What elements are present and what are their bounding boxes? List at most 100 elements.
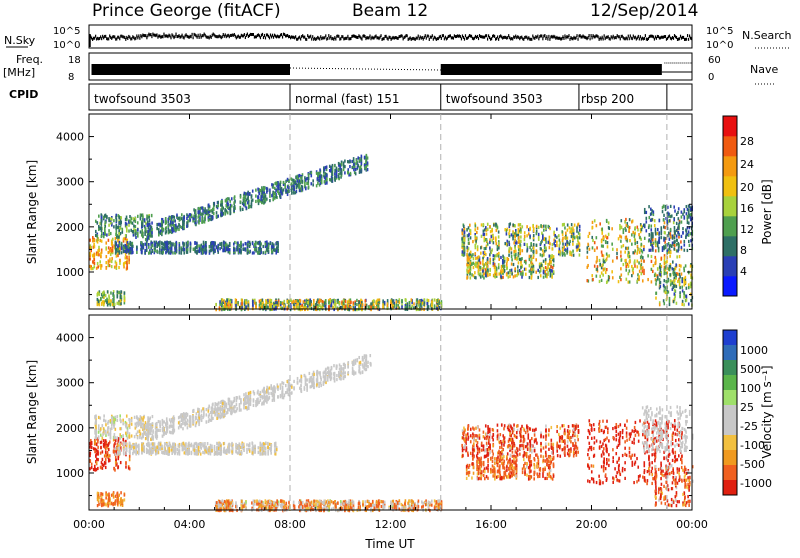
data-cell (543, 270, 545, 273)
data-cell (213, 212, 215, 215)
data-cell (195, 219, 197, 222)
data-cell (108, 224, 110, 227)
data-cell (358, 304, 360, 307)
data-cell (382, 303, 384, 306)
data-cell (195, 250, 197, 253)
data-cell (471, 263, 473, 266)
data-cell (468, 269, 470, 272)
data-cell (172, 230, 174, 233)
noise-sample (494, 35, 495, 38)
noise-sample (151, 35, 152, 38)
data-cell (187, 248, 189, 251)
noise-sample (537, 35, 538, 38)
data-cell (489, 253, 491, 256)
data-cell (512, 235, 514, 238)
beam-title: Beam 12 (352, 1, 428, 21)
data-cell (110, 291, 112, 294)
data-cell (559, 241, 561, 244)
data-cell (162, 243, 164, 246)
data-cell (533, 234, 535, 237)
data-cell (349, 165, 351, 168)
data-cell (373, 299, 375, 302)
data-cell (634, 242, 636, 245)
data-cell (245, 202, 247, 205)
data-cell (608, 233, 610, 236)
data-cell (513, 250, 515, 253)
data-cell (594, 219, 596, 222)
data-cell (407, 302, 409, 305)
data-cell (359, 166, 361, 169)
data-cell (375, 300, 377, 303)
data-cell (483, 272, 485, 275)
data-cell (319, 177, 321, 180)
noise-sample (312, 35, 313, 38)
data-cell (681, 272, 683, 275)
data-cell (197, 250, 199, 253)
data-cell (509, 275, 511, 278)
data-cell (669, 273, 671, 276)
data-cell (497, 248, 499, 251)
data-cell (249, 193, 251, 196)
data-cell (105, 246, 107, 249)
data-cell (605, 235, 607, 238)
data-cell (156, 243, 158, 246)
data-cell (183, 216, 185, 219)
data-cell (101, 251, 103, 254)
data-cell (135, 229, 137, 232)
data-cell (486, 233, 488, 236)
data-cell (413, 302, 415, 305)
data-cell (589, 248, 591, 251)
data-cell (339, 164, 341, 167)
data-cell (558, 234, 560, 237)
data-cell (463, 238, 465, 241)
data-cell (92, 254, 94, 257)
data-cell (487, 228, 489, 231)
data-cell (98, 291, 100, 294)
data-cell (279, 195, 281, 198)
data-cell (269, 191, 271, 194)
data-cell (641, 228, 643, 231)
data-cell (666, 260, 668, 263)
data-cell (416, 298, 418, 301)
data-cell (147, 223, 149, 226)
data-cell (620, 251, 622, 254)
data-cell (248, 206, 250, 209)
date-title: 12/Sep/2014 (590, 1, 698, 21)
data-cell (99, 264, 101, 267)
data-cell (229, 251, 231, 254)
data-cell (554, 244, 556, 247)
data-cell (642, 279, 644, 282)
noise-sample (686, 38, 687, 41)
noise-right-tick-bottom: 10^0 (706, 40, 733, 51)
data-cell (115, 227, 117, 230)
data-cell (399, 298, 401, 301)
data-cell (651, 255, 653, 258)
data-cell (651, 260, 653, 263)
data-cell (305, 187, 307, 190)
noise-sample (604, 34, 605, 37)
data-cell (520, 235, 522, 238)
data-cell (654, 224, 656, 227)
noise-sample (119, 37, 120, 40)
data-cell (124, 297, 126, 300)
data-cell (257, 195, 259, 198)
data-cell (620, 240, 622, 243)
data-cell (287, 178, 289, 181)
data-cell (329, 169, 331, 172)
data-cell (255, 200, 257, 203)
data-cell (643, 245, 645, 248)
data-cell (538, 238, 540, 241)
data-cell (605, 259, 607, 262)
data-cell (111, 249, 113, 252)
data-cell (202, 212, 204, 215)
data-cell (333, 300, 335, 303)
data-cell (485, 263, 487, 266)
data-cell (562, 223, 564, 226)
data-cell (368, 305, 370, 308)
noise-sample (486, 34, 487, 37)
data-cell (243, 203, 245, 206)
freq-sparse-trace (290, 68, 441, 70)
data-cell (473, 257, 475, 260)
data-cell (304, 303, 306, 306)
data-cell (217, 249, 219, 252)
